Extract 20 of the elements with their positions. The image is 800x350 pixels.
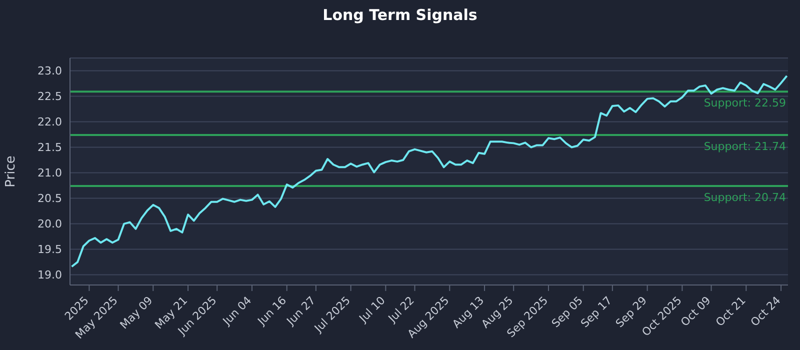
y-tick-label: 21.0 (38, 166, 62, 180)
y-tick-label: 23.0 (38, 64, 62, 78)
chart-title: Long Term Signals (322, 6, 478, 24)
x-tick-label: Jul 10 (356, 294, 388, 326)
x-tick-label: Jun 04 (220, 294, 254, 328)
line-series (70, 74, 788, 268)
y-tick-label: 20.5 (38, 192, 62, 206)
y-tick-label: 19.0 (38, 268, 62, 282)
y-tick-label: 22.0 (38, 116, 62, 129)
y-tick-label: 19.5 (38, 243, 62, 256)
x-tick-label: Oct 21 (713, 294, 748, 329)
ref-line-label: Support: 20.74 (704, 191, 786, 204)
y-tick-label: 20.0 (38, 218, 62, 231)
x-tick-label: Oct 24 (748, 294, 784, 329)
x-tick-label: Jul 22 (385, 294, 417, 326)
y-axis-title: Price (4, 156, 19, 188)
y-tick-label: 21.5 (38, 141, 62, 154)
y-tick-label: 22.5 (38, 90, 62, 104)
ref-line-label: Support: 22.59 (704, 96, 786, 110)
ref-line-label: Support: 21.74 (704, 140, 786, 154)
